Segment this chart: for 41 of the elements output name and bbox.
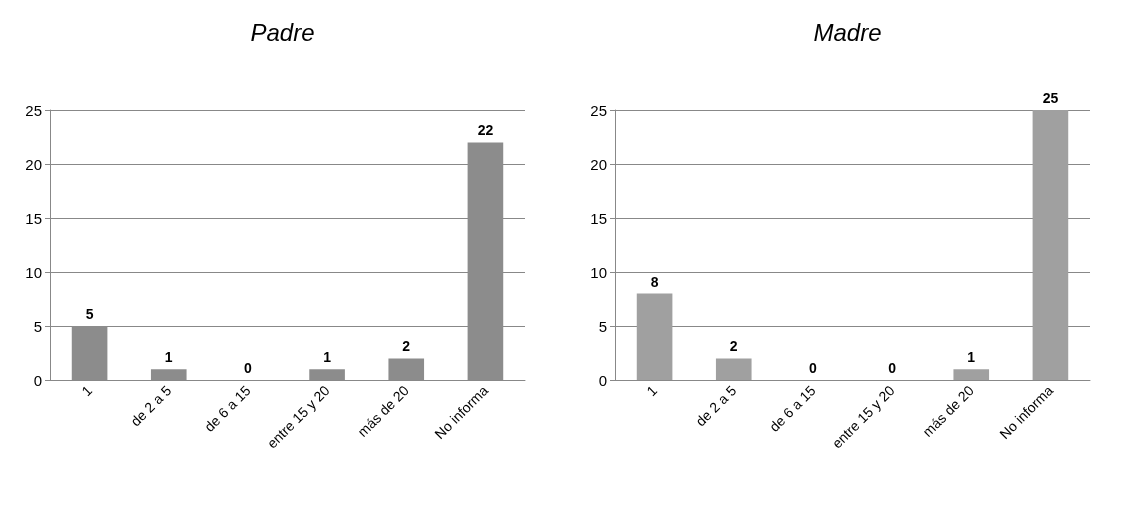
data-label: 0 xyxy=(888,360,897,376)
x-tick-label: más de 20 xyxy=(354,382,413,440)
bar xyxy=(715,358,752,380)
data-label: 1 xyxy=(967,349,976,366)
bar xyxy=(388,358,425,380)
y-tick-label: 0 xyxy=(33,371,42,389)
y-tick-label: 15 xyxy=(590,209,607,227)
bar xyxy=(309,369,345,380)
x-tick-label: de 2 a 5 xyxy=(692,382,740,430)
y-tick-label: 0 xyxy=(598,371,607,389)
x-tick-label: de 6 a 15 xyxy=(201,382,254,435)
y-tick-label: 20 xyxy=(25,155,42,173)
y-tick-label: 10 xyxy=(25,263,42,281)
data-label: 25 xyxy=(1042,90,1059,106)
data-label: 5 xyxy=(85,306,94,322)
x-tick-label: de 6 a 15 xyxy=(766,382,819,435)
data-label: 8 xyxy=(650,273,659,290)
x-tick-label: 1 xyxy=(78,382,96,400)
bar xyxy=(953,369,990,380)
bar xyxy=(1032,110,1069,380)
y-tick-label: 5 xyxy=(33,317,42,335)
y-tick-label: 5 xyxy=(598,317,607,335)
bar xyxy=(636,293,673,380)
x-tick-label: 1 xyxy=(643,382,661,400)
y-tick-label: 25 xyxy=(25,101,42,119)
bar xyxy=(150,369,187,380)
data-label: 22 xyxy=(477,122,494,139)
chart-title: Padre xyxy=(250,18,315,46)
data-label: 0 xyxy=(244,360,253,376)
y-tick-label: 15 xyxy=(25,209,42,227)
data-label: 0 xyxy=(809,360,818,376)
data-label: 1 xyxy=(164,349,173,366)
y-tick-label: 20 xyxy=(590,155,607,173)
y-tick-label: 10 xyxy=(590,263,607,281)
data-label: 2 xyxy=(729,338,738,355)
data-label: 1 xyxy=(323,349,332,366)
chart-title: Madre xyxy=(813,18,882,46)
y-tick-label: 25 xyxy=(590,101,607,119)
x-tick-label: más de 20 xyxy=(919,382,978,440)
x-tick-label: de 2 a 5 xyxy=(127,382,175,430)
data-label: 2 xyxy=(402,338,411,355)
